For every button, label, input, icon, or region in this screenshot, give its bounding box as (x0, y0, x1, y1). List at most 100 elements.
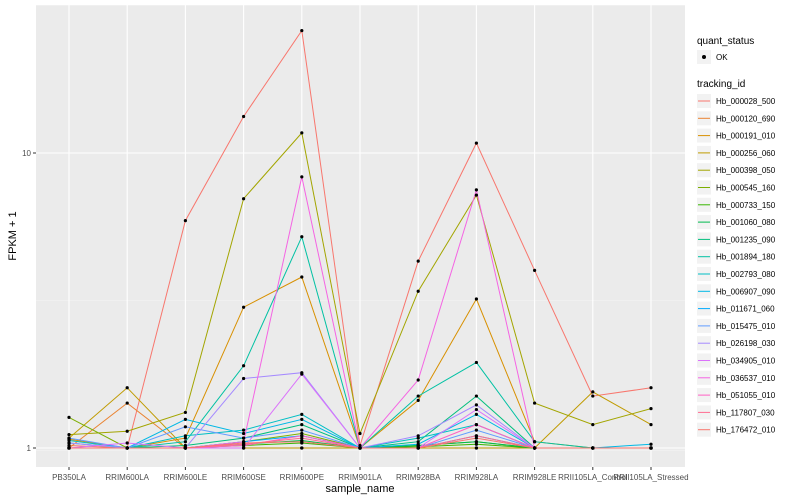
legend-label: Hb_117807_030 (716, 408, 775, 417)
data-point (242, 441, 246, 445)
data-point (183, 436, 187, 440)
data-point (183, 410, 187, 415)
data-point (474, 193, 478, 197)
data-point (300, 412, 304, 416)
x-tick-label: RRIM600SE (221, 473, 265, 482)
data-point (242, 364, 246, 368)
legend-label: Hb_000256_060 (716, 149, 776, 158)
legend-label: Hb_026198_030 (716, 339, 776, 348)
data-point (416, 394, 420, 398)
data-point (300, 446, 304, 450)
data-point (358, 443, 362, 448)
data-point (474, 440, 478, 444)
data-point (67, 438, 71, 443)
data-point (591, 390, 595, 394)
x-tick-label: RRIM600LE (164, 473, 208, 482)
x-axis-ticks: PB350LA RRIM600LA RRIM600LE RRIM600SE RRIM60… (52, 467, 689, 482)
legend-quant-title: quant_status (697, 36, 754, 47)
data-point (474, 423, 478, 427)
legend-tracking-items: Hb_000028_500 Hb_000120_690 Hb_000191_010 H… (697, 94, 776, 437)
data-point (300, 28, 304, 33)
data-point (358, 446, 362, 450)
data-point (242, 114, 246, 119)
data-point (183, 417, 187, 422)
data-point (533, 440, 537, 444)
data-point (649, 407, 653, 411)
legend-quant-label: OK (716, 53, 728, 62)
x-tick-label: RRIM928LA (455, 473, 499, 482)
legend-label: Hb_001235_090 (716, 235, 776, 244)
data-point (300, 436, 304, 440)
legend-label: Hb_001060_080 (716, 218, 776, 227)
legend: quant_status OK tracking_id Hb_000028_50… (697, 36, 776, 437)
x-tick-label: RRIM600PE (280, 473, 324, 482)
data-point (242, 305, 246, 309)
data-point (183, 440, 187, 444)
x-tick-label: RRIM928BA (396, 473, 441, 482)
data-point (300, 440, 304, 444)
data-point (242, 376, 246, 381)
data-point (183, 425, 187, 429)
legend-label: Hb_000120_690 (716, 114, 776, 123)
data-point (358, 431, 362, 436)
y-axis-title: FPKM + 1 (7, 211, 19, 260)
data-point (649, 386, 653, 390)
series-points (67, 28, 653, 450)
data-point (183, 446, 187, 450)
x-tick-label: PB350LA (52, 473, 86, 482)
data-point (474, 434, 478, 438)
data-point (300, 131, 304, 135)
legend-quant-dot (702, 55, 706, 59)
data-point (67, 446, 71, 450)
data-point (649, 423, 653, 427)
data-point (416, 378, 420, 382)
data-point (183, 434, 187, 438)
data-point (591, 423, 595, 427)
data-point (649, 442, 653, 446)
data-point (242, 197, 246, 201)
data-point (474, 297, 478, 301)
data-point (300, 423, 304, 427)
data-point (416, 440, 420, 444)
data-point (67, 436, 71, 440)
y-tick-label: 10 (22, 149, 31, 158)
data-point (416, 434, 420, 438)
x-tick-label: RRII105LA_Control (558, 473, 628, 482)
legend-label: Hb_000733_150 (716, 201, 776, 210)
data-point (67, 441, 71, 445)
data-point (125, 429, 129, 433)
data-point (416, 446, 420, 450)
data-point (533, 446, 537, 450)
legend-label: Hb_034905_010 (716, 357, 776, 366)
legend-label: Hb_006907_090 (716, 287, 776, 296)
data-point (242, 431, 246, 436)
data-point (300, 275, 304, 279)
x-tick-label: RRIM901LA (338, 473, 382, 482)
data-point (300, 431, 304, 436)
data-point (300, 372, 304, 376)
legend-label: Hb_051055_010 (716, 391, 776, 400)
legend-label: Hb_000191_010 (716, 132, 776, 141)
legend-label: Hb_000028_500 (716, 97, 776, 106)
data-point (474, 442, 478, 446)
data-point (300, 235, 304, 239)
y-axis-ticks: 1 10 (22, 149, 36, 453)
legend-label: Hb_001894_180 (716, 253, 776, 262)
data-point (591, 446, 595, 450)
data-point (416, 398, 420, 402)
legend-tracking-title: tracking_id (697, 79, 745, 90)
data-point (300, 428, 304, 432)
legend-label: Hb_002793_080 (716, 270, 776, 279)
data-point (300, 175, 304, 179)
legend-label: Hb_000545_160 (716, 184, 776, 193)
legend-label: Hb_176472_010 (716, 426, 776, 435)
data-point (67, 433, 71, 437)
data-point (183, 443, 187, 448)
x-tick-label: RRII105LA_Stressed (613, 473, 688, 482)
data-point (591, 394, 595, 398)
data-point (474, 446, 478, 450)
data-point (474, 412, 478, 416)
legend-label: Hb_036537_010 (716, 374, 776, 383)
data-point (474, 360, 478, 365)
legend-label: Hb_011671_060 (716, 305, 775, 314)
